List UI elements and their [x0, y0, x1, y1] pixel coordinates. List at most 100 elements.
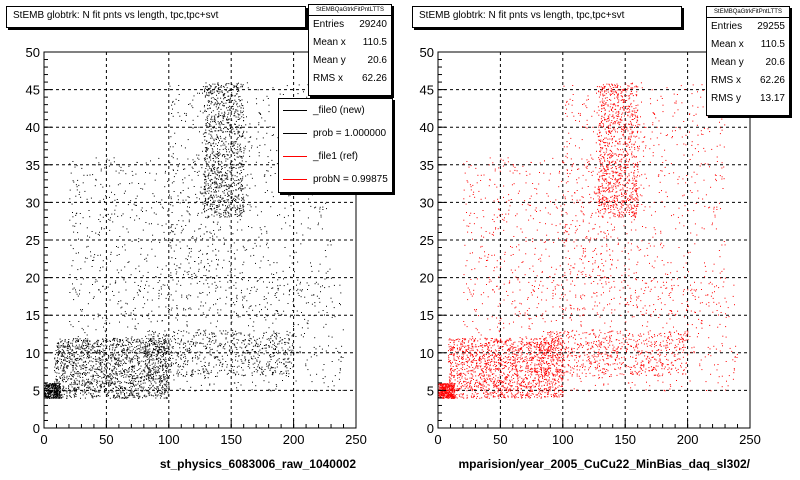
data-point [216, 209, 218, 211]
data-point [213, 127, 215, 129]
data-point [208, 94, 210, 96]
data-point [86, 382, 88, 384]
data-point [256, 343, 258, 345]
data-point [170, 365, 172, 367]
data-point [169, 242, 171, 244]
data-point [153, 195, 155, 197]
data-point [74, 166, 76, 168]
data-point [209, 167, 210, 169]
data-point [78, 344, 80, 346]
data-point [145, 355, 147, 357]
data-point [117, 394, 119, 396]
data-point [217, 148, 218, 150]
data-point [322, 206, 324, 208]
data-point [125, 281, 127, 283]
data-point [172, 279, 174, 281]
data-point [234, 201, 236, 203]
data-point [212, 170, 214, 172]
data-point [130, 360, 132, 362]
data-point [255, 344, 256, 346]
data-point [55, 383, 57, 384]
data-point [103, 198, 105, 200]
data-point [235, 374, 236, 376]
data-point [125, 376, 127, 378]
data-point [69, 292, 71, 293]
data-point [231, 150, 233, 152]
data-point [206, 163, 208, 164]
data-point [125, 369, 127, 371]
data-point [223, 242, 225, 244]
data-point [214, 200, 216, 202]
data-point [240, 170, 242, 171]
data-point [227, 199, 229, 201]
data-point [80, 352, 82, 354]
data-point [210, 134, 212, 136]
data-point [137, 323, 139, 325]
data-point [51, 394, 53, 396]
data-point [273, 274, 275, 275]
data-point [216, 167, 218, 169]
data-point [48, 389, 50, 390]
data-point [215, 376, 216, 377]
data-point [217, 299, 218, 300]
data-point [123, 348, 125, 350]
data-point [161, 268, 163, 270]
data-point [224, 194, 226, 196]
data-point [148, 387, 150, 388]
data-point [140, 365, 142, 367]
data-point [165, 382, 167, 384]
data-point [148, 354, 149, 356]
data-point [152, 287, 154, 289]
data-point [106, 266, 108, 268]
data-point [233, 103, 234, 105]
data-point [71, 375, 73, 377]
data-point [109, 196, 110, 198]
data-point [285, 365, 286, 367]
data-point [84, 397, 86, 399]
data-point [73, 388, 74, 390]
data-point [225, 84, 227, 86]
data-point [167, 308, 169, 310]
data-point [134, 307, 136, 309]
data-point [141, 376, 143, 378]
data-point [115, 363, 117, 365]
data-point [206, 140, 208, 142]
data-point [141, 390, 143, 392]
data-point [147, 345, 149, 347]
data-point [244, 356, 246, 358]
data-point [214, 356, 216, 358]
data-point [149, 356, 151, 358]
data-point [97, 254, 99, 256]
data-point [224, 112, 226, 114]
data-point [167, 392, 169, 394]
data-point [127, 204, 129, 206]
data-point [59, 390, 61, 392]
data-point [82, 182, 84, 184]
data-point [237, 119, 239, 120]
data-point [228, 369, 230, 371]
data-point [228, 143, 230, 145]
data-point [71, 390, 73, 392]
data-point [287, 342, 289, 344]
data-point [111, 360, 113, 362]
data-point [69, 394, 71, 396]
data-point [114, 383, 116, 385]
data-point [212, 149, 214, 151]
data-point [138, 396, 140, 398]
data-point [94, 388, 96, 390]
data-point [146, 346, 148, 348]
data-point [104, 365, 106, 367]
data-point [208, 309, 210, 311]
data-point [57, 388, 59, 390]
data-point [62, 396, 64, 398]
data-point [82, 342, 84, 344]
data-point [183, 342, 185, 344]
data-point [286, 330, 288, 332]
data-point [218, 229, 220, 231]
data-point [172, 240, 174, 242]
data-point [53, 388, 55, 390]
data-point [68, 342, 70, 344]
data-point [140, 377, 142, 379]
data-point [235, 189, 237, 191]
data-point [215, 339, 217, 341]
